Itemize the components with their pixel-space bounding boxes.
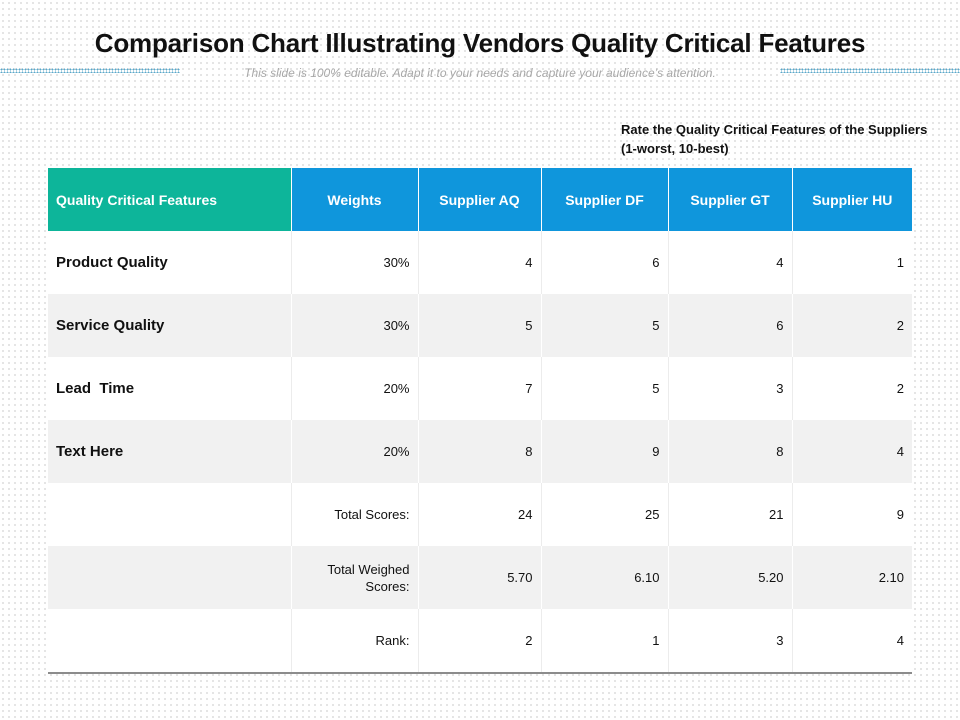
- weighed-score-cell: 5.70: [417, 546, 541, 609]
- score-cell: 2: [791, 294, 912, 357]
- weight-cell: 20%: [290, 357, 418, 420]
- header-supplier-hu: Supplier HU: [791, 168, 912, 231]
- score-cell: 2: [791, 357, 912, 420]
- total-score-cell: 9: [791, 483, 912, 546]
- score-cell: 4: [417, 231, 541, 294]
- feature-name: Service Quality: [48, 294, 291, 357]
- weighed-score-cell: 6.10: [540, 546, 668, 609]
- rating-note-line2: (1-worst, 10-best): [621, 141, 729, 156]
- table-row: Service Quality 30% 5 5 6 2: [48, 294, 912, 357]
- comparison-table: Quality Critical Features Weights Suppli…: [48, 168, 912, 674]
- header-quality-critical-features: Quality Critical Features: [48, 168, 291, 231]
- total-weighed-scores-label: Total Weighed Scores:: [290, 546, 418, 609]
- rank-cell: 3: [667, 609, 792, 673]
- decorative-dotted-line-right: [780, 68, 960, 73]
- score-cell: 4: [667, 231, 792, 294]
- total-scores-row: Total Scores: 24 25 21 9: [48, 483, 912, 546]
- weighed-score-cell: 5.20: [667, 546, 792, 609]
- empty-cell: [48, 546, 291, 609]
- weight-cell: 30%: [290, 231, 418, 294]
- header-weights: Weights: [290, 168, 418, 231]
- total-score-cell: 25: [540, 483, 668, 546]
- page-subtitle: This slide is 100% editable. Adapt it to…: [244, 66, 716, 80]
- rank-cell: 4: [791, 609, 912, 673]
- feature-name: Product Quality: [48, 231, 291, 294]
- rating-note: Rate the Quality Critical Features of th…: [621, 120, 951, 158]
- total-scores-label: Total Scores:: [290, 483, 418, 546]
- total-weighed-scores-row: Total Weighed Scores: 5.70 6.10 5.20 2.1…: [48, 546, 912, 609]
- total-weighed-label-line2: Scores:: [365, 578, 410, 594]
- weight-cell: 30%: [290, 294, 418, 357]
- rating-note-line1: Rate the Quality Critical Features of th…: [621, 122, 928, 137]
- rank-cell: 2: [417, 609, 541, 673]
- header-supplier-df: Supplier DF: [540, 168, 668, 231]
- score-cell: 8: [667, 420, 792, 483]
- weighed-score-cell: 2.10: [791, 546, 912, 609]
- rank-label: Rank:: [290, 609, 418, 673]
- score-cell: 5: [540, 294, 668, 357]
- decorative-dotted-line-left: [0, 68, 180, 73]
- score-cell: 7: [417, 357, 541, 420]
- page-title: Comparison Chart Illustrating Vendors Qu…: [94, 28, 866, 58]
- feature-name: Lead Time: [48, 357, 291, 420]
- header-supplier-gt: Supplier GT: [667, 168, 792, 231]
- score-cell: 3: [667, 357, 792, 420]
- table-row: Text Here 20% 8 9 8 4: [48, 420, 912, 483]
- header-supplier-aq: Supplier AQ: [417, 168, 541, 231]
- total-score-cell: 24: [417, 483, 541, 546]
- score-cell: 6: [540, 231, 668, 294]
- score-cell: 8: [417, 420, 541, 483]
- score-cell: 4: [791, 420, 912, 483]
- score-cell: 6: [667, 294, 792, 357]
- empty-cell: [48, 609, 291, 673]
- feature-name: Text Here: [48, 420, 291, 483]
- weight-cell: 20%: [290, 420, 418, 483]
- score-cell: 5: [417, 294, 541, 357]
- rank-cell: 1: [540, 609, 668, 673]
- rank-row: Rank: 2 1 3 4: [48, 609, 912, 673]
- empty-cell: [48, 483, 291, 546]
- table-row: Product Quality 30% 4 6 4 1: [48, 231, 912, 294]
- table-header-row: Quality Critical Features Weights Suppli…: [48, 168, 912, 231]
- score-cell: 9: [540, 420, 668, 483]
- score-cell: 1: [791, 231, 912, 294]
- total-score-cell: 21: [667, 483, 792, 546]
- table-row: Lead Time 20% 7 5 3 2: [48, 357, 912, 420]
- score-cell: 5: [540, 357, 668, 420]
- total-weighed-label-line1: Total Weighed: [327, 561, 410, 577]
